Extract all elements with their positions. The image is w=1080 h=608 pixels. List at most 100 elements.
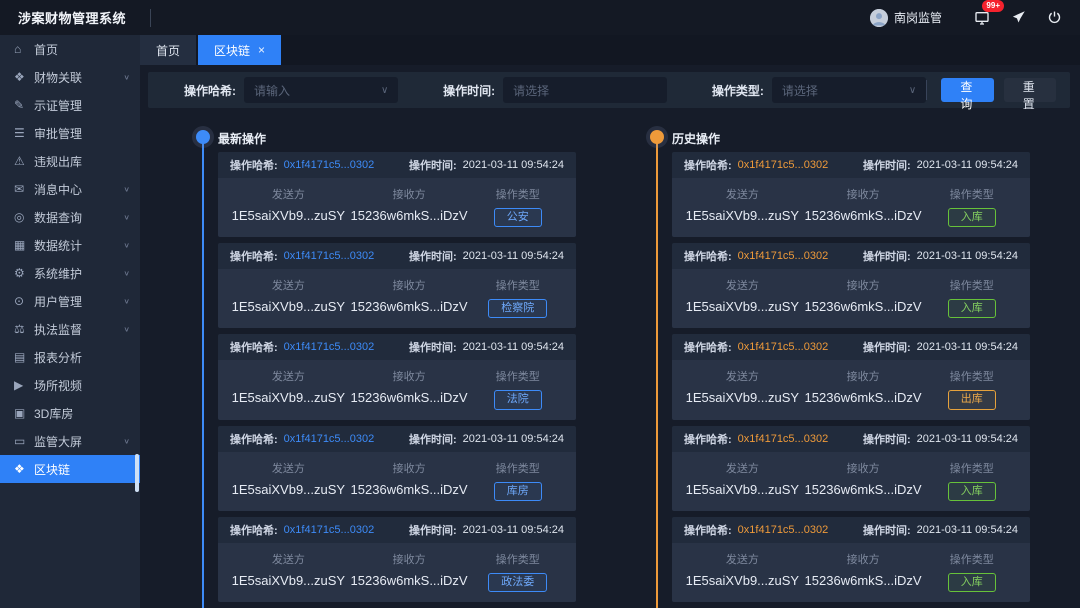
sender-value: 1E5saiXVb9...zuSY (231, 299, 346, 315)
hash-link[interactable]: 0x1f4171c5...0302 (737, 523, 829, 536)
chevron-down-icon: ∨ (123, 240, 130, 249)
chevron-down-icon: ∨ (123, 436, 130, 445)
timeline-start-dot (650, 130, 664, 144)
receiver-value: 15236w6mkS...iDzV (350, 390, 468, 406)
sidebar-item-label: 审批管理 (34, 126, 83, 141)
type-label: 操作类型 (495, 553, 540, 566)
send-icon[interactable] (1006, 6, 1030, 30)
stats-icon: ▦ (14, 238, 26, 252)
chevron-down-icon: ∨ (123, 184, 130, 193)
close-icon[interactable]: × (258, 43, 266, 57)
operation-time: 2021-03-11 09:54:24 (916, 432, 1018, 445)
operation-card: 操作哈希: 0x1f4171c5...0302 操作时间: 2021-03-11 09… (672, 516, 1030, 602)
chevron-down-icon: ∨ (380, 84, 389, 96)
hash-link[interactable]: 0x1f4171c5...0302 (737, 341, 829, 354)
time-label: 操作时间: (863, 251, 911, 264)
operation-card: 操作哈希: 0x1f4171c5...0302 操作时间: 2021-03-11 09… (672, 243, 1030, 329)
chevron-down-icon: ∨ (123, 324, 130, 333)
type-value: 检察院 (469, 299, 566, 319)
sender-label: 发送方 (725, 189, 759, 201)
operation-time: 2021-03-11 09:54:24 (462, 432, 564, 445)
sidebar-item-label: 示证管理 (34, 98, 83, 113)
sidebar-item-3[interactable]: ☰ 审批管理 (0, 119, 140, 147)
sidebar-menu: ⌂ 首页 ❖ 财物关联 ∨ ✎ 示证管理 ☰ 审批管理 ⚠ 违规出库 ✉ 消息中心 ∨ ◎ 数据查询 ∨ ▦ 数据统… (0, 35, 140, 483)
sidebar-item-15[interactable]: ❖ 区块链 (0, 455, 140, 483)
hash-link[interactable]: 0x1f4171c5...0302 (737, 250, 829, 263)
sender-value: 1E5saiXVb9...zuSY (231, 208, 346, 223)
sidebar-item-14[interactable]: ▭ 监管大屏 ∨ (0, 427, 140, 455)
hash-link[interactable]: 0x1f4171c5...0302 (283, 432, 375, 445)
blockchain-icon: ❖ (14, 462, 25, 476)
notification-icon[interactable]: 99+ (970, 0, 1004, 30)
sidebar-item-12[interactable]: ▶ 场所视频 (0, 371, 140, 399)
operation-card: 操作哈希: 0x1f4171c5...0302 操作时间: 2021-03-11 09… (218, 152, 576, 238)
hash-link[interactable]: 0x1f4171c5...0302 (283, 159, 375, 171)
approval-icon: ☰ (14, 126, 25, 140)
app-title: 涉案财物管理系统 (18, 11, 127, 26)
chevron-down-icon: ∨ (123, 268, 130, 277)
sidebar-item-0[interactable]: ⌂ 首页 (0, 35, 140, 63)
sender-label: 发送方 (725, 462, 759, 475)
timeline-1: 历史操作 操作哈希: 0x1f4171c5...0302 操作时间: 2021-03-1… (650, 128, 1030, 608)
sidebar-item-4[interactable]: ⚠ 违规出库 (0, 147, 140, 175)
tab-1[interactable]: 区块链 × (198, 35, 282, 65)
tab-0[interactable]: 首页 (140, 35, 197, 65)
home-icon: ⌂ (14, 42, 22, 56)
receiver-value: 15236w6mkS...iDzV (350, 481, 468, 497)
sidebar-item-label: 用户管理 (34, 294, 83, 309)
hash-label: 操作哈希: (684, 251, 732, 264)
sidebar-item-label: 区块链 (34, 462, 71, 477)
hash-link[interactable]: 0x1f4171c5...0302 (283, 341, 375, 354)
type-value: 入库 (923, 481, 1020, 501)
reset-button[interactable]: 重 置 (1003, 78, 1057, 111)
search-button[interactable]: 查 询 (941, 78, 994, 111)
receiver-value: 15236w6mkS...iDzV (804, 481, 922, 497)
filter-panel: 操作哈希: 请输入 ∨ 操作时间: 请选择 操作类型: 请选择 ∨ 查 (148, 72, 1070, 111)
time-filter-input[interactable]: 请选择 (503, 77, 668, 103)
power-icon[interactable] (1042, 6, 1066, 30)
chevron-down-icon: ∨ (123, 212, 130, 221)
sidebar-item-13[interactable]: ▣ 3D库房 (0, 399, 140, 427)
sidebar-item-2[interactable]: ✎ 示证管理 (0, 91, 140, 119)
sender-value: 1E5saiXVb9...zuSY (685, 572, 800, 588)
type-filter-select[interactable]: 请选择 ∨ (771, 77, 927, 103)
operation-type-tag: 检察院 (488, 299, 548, 319)
hash-link[interactable]: 0x1f4171c5...0302 (737, 432, 829, 445)
sidebar-item-11[interactable]: ▤ 报表分析 (0, 343, 140, 371)
hash-link[interactable]: 0x1f4171c5...0302 (283, 250, 375, 263)
receiver-label: 接收方 (392, 280, 426, 293)
hash-link[interactable]: 0x1f4171c5...0302 (737, 159, 829, 171)
tab-label: 区块链 (214, 43, 251, 58)
operation-card: 操作哈希: 0x1f4171c5...0302 操作时间: 2021-03-11 09… (672, 425, 1030, 511)
sidebar-item-5[interactable]: ✉ 消息中心 ∨ (0, 175, 140, 203)
receiver-label: 接收方 (846, 553, 880, 566)
header-divider (150, 8, 151, 27)
sidebar-item-6[interactable]: ◎ 数据查询 ∨ (0, 203, 140, 231)
sidebar-item-10[interactable]: ⚖ 执法监督 ∨ (0, 315, 140, 343)
supervision-icon: ⚖ (14, 322, 25, 336)
sidebar-item-label: 场所视频 (34, 378, 83, 393)
operation-time: 2021-03-11 09:54:24 (462, 523, 564, 536)
type-filter-label: 操作类型: (711, 83, 764, 98)
hash-filter-select[interactable]: 请输入 ∨ (244, 77, 399, 103)
type-value: 库房 (469, 481, 566, 501)
hash-link[interactable]: 0x1f4171c5...0302 (283, 523, 375, 536)
operation-time: 2021-03-11 09:54:24 (916, 523, 1018, 536)
sidebar-item-1[interactable]: ❖ 财物关联 ∨ (0, 63, 140, 91)
sidebar-scrollbar[interactable] (135, 454, 139, 492)
tab-label: 首页 (156, 43, 181, 58)
type-label: 操作类型 (949, 462, 994, 475)
operation-card: 操作哈希: 0x1f4171c5...0302 操作时间: 2021-03-11 09… (672, 152, 1030, 238)
hash-label: 操作哈希: (684, 524, 732, 537)
sidebar-item-8[interactable]: ⚙ 系统维护 ∨ (0, 259, 140, 287)
report-icon: ▤ (14, 350, 26, 364)
timeline-0: 最新操作 操作哈希: 0x1f4171c5...0302 操作时间: 2021-03-1… (196, 128, 576, 608)
sender-label: 发送方 (271, 280, 305, 293)
operation-card: 操作哈希: 0x1f4171c5...0302 操作时间: 2021-03-11 09… (218, 334, 576, 420)
sidebar-item-9[interactable]: ⊙ 用户管理 ∨ (0, 287, 140, 315)
sidebar-item-label: 财物关联 (34, 70, 83, 85)
user-menu[interactable]: 南岗监管 (869, 8, 942, 27)
sidebar: ⌂ 首页 ❖ 财物关联 ∨ ✎ 示证管理 ☰ 审批管理 ⚠ 违规出库 ✉ 消息中心 ∨ ◎ 数据查询 ∨ ▦ 数据统… (0, 35, 140, 608)
sidebar-item-7[interactable]: ▦ 数据统计 ∨ (0, 231, 140, 259)
sidebar-item-label: 执法监督 (34, 322, 83, 337)
